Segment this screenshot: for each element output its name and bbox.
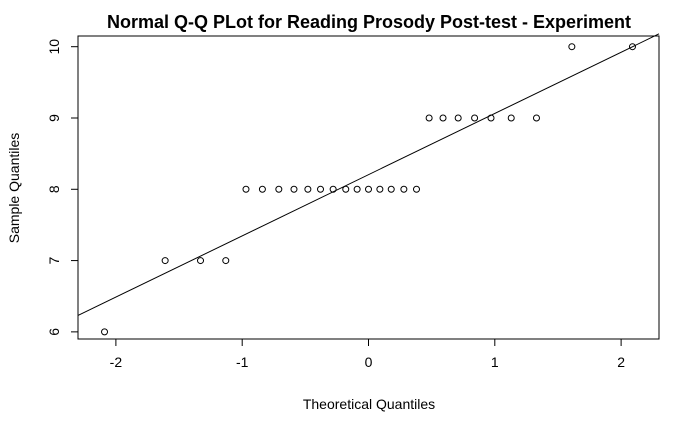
- chart-title: Normal Q-Q PLot for Reading Prosody Post…: [107, 12, 631, 32]
- data-point: [568, 43, 576, 51]
- data-point: [487, 114, 495, 122]
- data-point: [342, 185, 350, 193]
- data-point: [258, 185, 266, 193]
- data-point: [387, 185, 395, 193]
- plot-frame: [77, 35, 660, 340]
- data-point: [376, 185, 384, 193]
- y-tick-label: 10: [46, 39, 62, 55]
- y-axis: 6 7 8 9 10: [46, 39, 79, 336]
- x-tick-label: 0: [365, 354, 373, 370]
- data-point: [101, 328, 109, 336]
- x-tick-label: -2: [110, 354, 123, 370]
- data-point: [222, 257, 230, 265]
- data-point: [471, 114, 479, 122]
- y-tick-label: 7: [46, 256, 62, 264]
- y-tick-label: 6: [46, 328, 62, 336]
- data-point: [628, 43, 636, 51]
- data-point: [412, 185, 420, 193]
- data-point: [365, 185, 372, 193]
- x-tick-label: -1: [236, 354, 249, 370]
- data-point: [507, 114, 515, 122]
- data-point: [317, 185, 325, 193]
- x-axis-label: Theoretical Quantiles: [303, 396, 435, 412]
- data-point: [454, 114, 462, 122]
- y-tick-label: 8: [46, 185, 62, 193]
- data-point: [304, 185, 312, 193]
- data-point: [439, 114, 447, 122]
- x-axis: -2 -1 0 1 2: [110, 338, 625, 370]
- data-point: [275, 185, 283, 193]
- data-point: [329, 185, 337, 193]
- data-point: [353, 185, 361, 193]
- data-point: [290, 185, 298, 193]
- y-axis-label: Sample Quantiles: [6, 133, 22, 244]
- data-point: [197, 257, 205, 265]
- data-point: [161, 257, 169, 265]
- data-point: [242, 185, 250, 193]
- data-point: [532, 114, 540, 122]
- data-point: [400, 185, 408, 193]
- x-tick-label: 2: [617, 354, 625, 370]
- plot-area: [77, 33, 660, 336]
- data-point: [425, 114, 433, 122]
- x-tick-label: 1: [491, 354, 499, 370]
- reference-line: [77, 33, 660, 316]
- y-tick-label: 9: [46, 114, 62, 122]
